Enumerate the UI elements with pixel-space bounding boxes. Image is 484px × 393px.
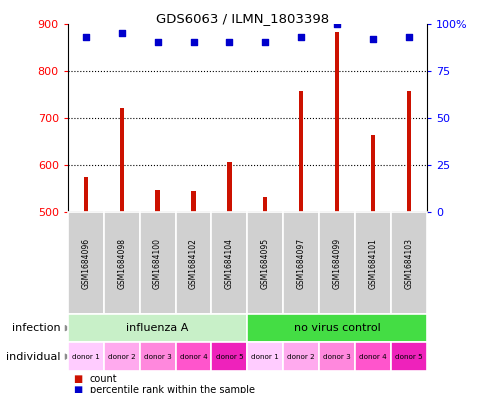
Text: percentile rank within the sample: percentile rank within the sample (90, 385, 254, 393)
Text: GSM1684097: GSM1684097 (296, 238, 305, 289)
Bar (227, 162, 231, 212)
Bar (263, 197, 267, 212)
Point (368, 35, 376, 42)
Text: influenza A: influenza A (126, 323, 188, 333)
Point (153, 39, 161, 46)
Bar (299, 90, 302, 212)
Text: donor 1: donor 1 (72, 354, 100, 360)
Bar (406, 91, 410, 212)
Text: GSM1684100: GSM1684100 (153, 238, 162, 289)
Text: GSM1684102: GSM1684102 (189, 238, 197, 289)
Point (189, 39, 197, 46)
Bar (155, 189, 159, 212)
Text: GSM1684098: GSM1684098 (117, 238, 126, 289)
Text: donor 4: donor 4 (358, 354, 386, 360)
Point (333, 20, 340, 27)
Text: GSM1684095: GSM1684095 (260, 238, 269, 289)
Bar (334, 31, 338, 212)
Text: donor 2: donor 2 (107, 354, 136, 360)
Point (261, 39, 269, 46)
Text: individual: individual (6, 352, 60, 362)
Point (297, 34, 304, 40)
Bar (120, 108, 123, 212)
Text: donor 1: donor 1 (251, 354, 279, 360)
Point (118, 30, 125, 36)
Text: donor 5: donor 5 (394, 354, 422, 360)
Text: infection: infection (12, 323, 61, 333)
Text: GSM1684096: GSM1684096 (81, 238, 90, 289)
Text: ■: ■ (73, 385, 82, 393)
Point (82, 34, 90, 40)
Text: GSM1684103: GSM1684103 (404, 238, 412, 289)
Bar (370, 135, 374, 212)
Point (404, 34, 412, 40)
Text: donor 3: donor 3 (143, 354, 171, 360)
Text: GDS6063 / ILMN_1803398: GDS6063 / ILMN_1803398 (156, 12, 328, 25)
Point (225, 39, 233, 46)
Text: donor 3: donor 3 (322, 354, 350, 360)
Text: GSM1684104: GSM1684104 (225, 238, 233, 289)
Bar (191, 191, 195, 212)
Bar (84, 177, 88, 212)
Text: GSM1684099: GSM1684099 (332, 238, 341, 289)
Text: donor 5: donor 5 (215, 354, 243, 360)
Text: GSM1684101: GSM1684101 (368, 238, 377, 289)
Text: ■: ■ (73, 374, 82, 384)
Text: no virus control: no virus control (293, 323, 379, 333)
Text: count: count (90, 374, 117, 384)
Text: donor 4: donor 4 (179, 354, 207, 360)
Text: donor 2: donor 2 (287, 354, 315, 360)
